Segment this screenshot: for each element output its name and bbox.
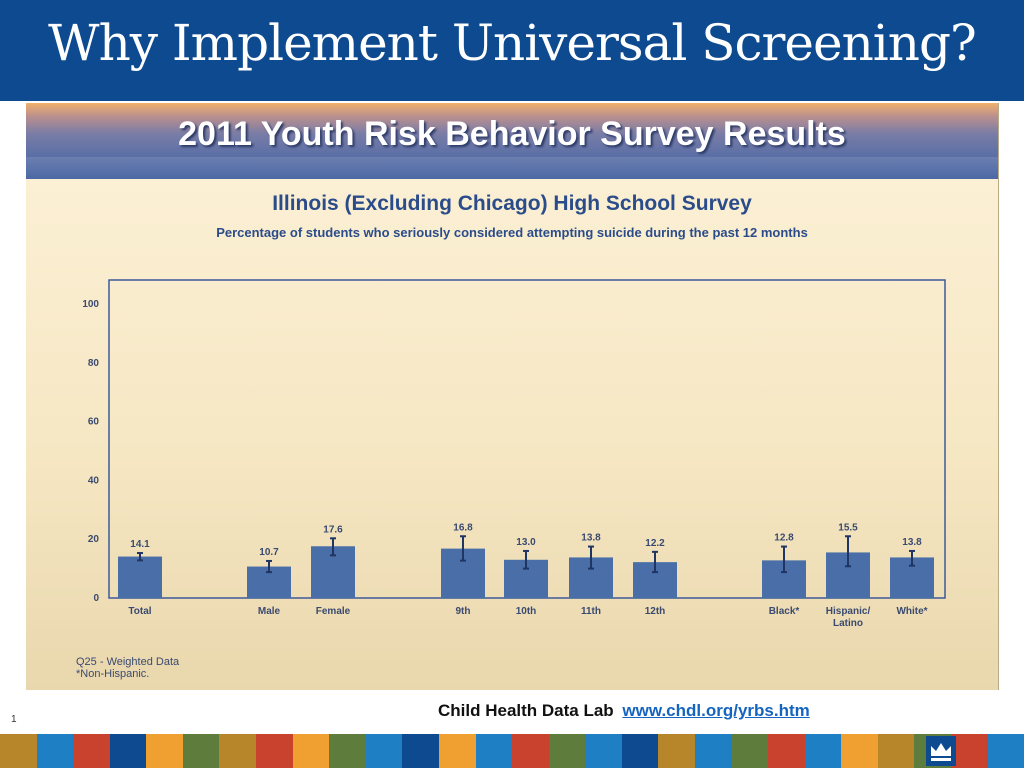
x-tick-label: Female	[316, 606, 351, 617]
x-tick-label: Latino	[833, 618, 863, 629]
slide-title: Why Implement Universal Screening?	[48, 14, 977, 72]
footer-color-segment	[109, 734, 147, 768]
data-label: 13.8	[902, 537, 922, 548]
data-label: 14.1	[130, 539, 150, 550]
y-tick-label: 100	[82, 299, 99, 310]
slide-number: 1	[11, 714, 17, 725]
footer-color-segment	[182, 734, 220, 768]
data-label: 10.7	[259, 547, 279, 558]
footer-color-segment	[512, 734, 549, 768]
bar-chart: 0 20 40 60 80 100 14.1 Total 10.7 Male 17.6 Female 1…	[82, 279, 946, 629]
footer-color-segment	[585, 734, 622, 768]
y-tick-label: 80	[88, 358, 100, 369]
footer-color-segment	[694, 734, 732, 768]
x-tick-label: Male	[258, 606, 281, 617]
slide-header: Why Implement Universal Screening?	[0, 0, 1024, 101]
x-tick-label: 10th	[516, 606, 537, 617]
data-note: *Non-Hispanic.	[76, 668, 150, 680]
footer-color-segment	[365, 734, 403, 768]
x-tick-label: 11th	[581, 606, 601, 617]
footer-color-segment	[731, 734, 769, 768]
x-tick-label: White*	[896, 606, 927, 617]
data-note: Q25 - Weighted Data	[76, 656, 180, 668]
footer-color-strip	[0, 734, 1024, 768]
x-tick-label: 12th	[645, 606, 666, 617]
survey-figure: 2011 Youth Risk Behavior Survey Results …	[26, 103, 999, 690]
footer-color-segment	[621, 734, 659, 768]
footer-color-segment	[219, 734, 257, 768]
bar	[118, 556, 162, 598]
footer-color-segment	[804, 734, 842, 768]
y-tick-label: 0	[93, 593, 99, 604]
footer-color-segment	[256, 734, 293, 768]
footer-color-segment	[0, 734, 37, 768]
x-tick-label: Total	[128, 606, 151, 617]
crown-logo-icon	[926, 736, 956, 766]
data-label: 12.2	[645, 538, 665, 549]
chart-title: Illinois (Excluding Chicago) High School…	[272, 192, 752, 215]
data-label: 15.5	[838, 522, 858, 533]
credit-link[interactable]: www.chdl.org/yrbs.htm	[622, 701, 810, 720]
credit-label: Child Health Data Lab	[438, 701, 614, 720]
footer-color-segment	[438, 734, 476, 768]
footer-color-segment	[36, 734, 74, 768]
x-tick-label: 9th	[456, 606, 471, 617]
footer-color-segment	[548, 734, 586, 768]
source-credit: Child Health Data Lab www.chdl.org/yrbs.…	[438, 701, 810, 721]
survey-banner-title: 2011 Youth Risk Behavior Survey Results	[178, 115, 846, 153]
data-label: 16.8	[453, 522, 473, 533]
x-tick-label: Hispanic/	[826, 606, 871, 617]
y-tick-label: 40	[88, 475, 100, 486]
footer-color-segment	[475, 734, 513, 768]
footer-color-segment	[146, 734, 183, 768]
footer-color-segment	[951, 734, 988, 768]
y-tick-label: 20	[88, 534, 100, 545]
data-label: 13.8	[581, 533, 601, 544]
data-label: 17.6	[323, 524, 343, 535]
footer-color-segment	[841, 734, 878, 768]
footer-color-segment	[768, 734, 805, 768]
footer-color-segment	[329, 734, 366, 768]
footer-color-segment	[402, 734, 439, 768]
footer-color-segment	[73, 734, 110, 768]
footer-color-segment	[292, 734, 330, 768]
survey-banner	[26, 103, 998, 179]
x-tick-label: Black*	[769, 606, 800, 617]
data-label: 12.8	[774, 533, 794, 544]
y-tick-label: 60	[88, 417, 100, 428]
chart-subtitle: Percentage of students who seriously con…	[216, 225, 808, 240]
footer-color-segment	[877, 734, 915, 768]
data-label: 13.0	[516, 537, 536, 548]
footer-color-segment	[658, 734, 695, 768]
footer-color-segment	[987, 734, 1024, 768]
